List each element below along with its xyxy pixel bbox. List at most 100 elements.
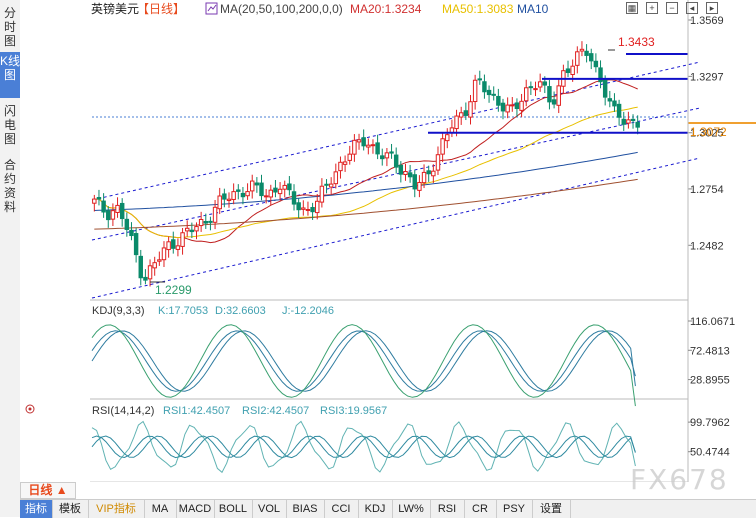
candle-down	[324, 183, 329, 186]
right-arrow-icon[interactable]: ▸	[706, 2, 718, 14]
indicator-tab[interactable]: VIP指标	[88, 500, 145, 518]
rsi-rsi3-line	[91, 420, 636, 474]
candle-up	[245, 191, 250, 197]
candle-down	[398, 164, 404, 175]
indicator-tab[interactable]: CCI	[324, 500, 359, 518]
rsi1-value: RSI1:42.4507	[163, 405, 230, 417]
ma-label: MA(20,50,100,200,0,0)	[220, 2, 343, 16]
tab-lightning-chart[interactable]: 闪电图	[0, 102, 20, 148]
candle-down	[203, 221, 209, 224]
indicator-tab[interactable]: CR	[464, 500, 497, 518]
candle-up	[356, 139, 362, 143]
kdj-label: KDJ(9,3,3)	[92, 305, 145, 317]
tab-time-chart[interactable]: 分时图	[0, 4, 20, 48]
candle-up	[166, 241, 171, 251]
indicator-tab[interactable]: BOLL	[214, 500, 253, 518]
y-tick-label: 1.3569	[690, 15, 724, 27]
zoom-out-icon[interactable]: −	[666, 2, 678, 14]
candle-down	[222, 193, 227, 200]
candle-down	[412, 174, 417, 190]
candle-down	[124, 218, 130, 230]
indicator-tab[interactable]: BIAS	[286, 500, 325, 518]
ma50-line	[94, 106, 638, 239]
rsi2-value: RSI2:42.4507	[242, 405, 309, 417]
candle-down	[426, 170, 431, 175]
candle-up	[147, 265, 153, 280]
zoom-in-icon[interactable]: +	[646, 2, 658, 14]
candle-up	[194, 226, 199, 232]
candle-up	[277, 188, 283, 195]
candle-up	[333, 171, 339, 185]
rsi-plot: 99.7962 50.4744	[91, 417, 730, 474]
indicator-tab[interactable]: LW%	[392, 500, 431, 518]
candle-up	[226, 198, 232, 202]
ma20-line	[94, 79, 638, 244]
tab-time-chart-label: 分时图	[3, 6, 16, 48]
rsi-y-tick-label: 50.4744	[690, 447, 730, 459]
candle-up	[570, 65, 575, 75]
candle-down	[119, 202, 125, 220]
last-price-axis-marker	[688, 122, 756, 125]
indicator-tab[interactable]: RSI	[430, 500, 465, 518]
indicator-tab[interactable]: MACD	[176, 500, 215, 518]
tab-contract-info[interactable]: 合约资料	[0, 156, 20, 216]
candle-up	[435, 154, 441, 171]
tab-kline-chart[interactable]: K线图	[0, 52, 20, 98]
candle-down	[96, 197, 102, 200]
tab-kline-chart-label: K线图	[0, 54, 21, 82]
y-tick-label: 1.3297	[690, 71, 724, 83]
candle-up	[579, 48, 585, 52]
candle-down	[361, 137, 366, 147]
candle-up	[180, 232, 185, 247]
tab-lightning-chart-label: 闪电图	[3, 104, 16, 146]
candle-up	[523, 87, 529, 102]
kdj-plot: 116.0671 72.4813 28.8955	[91, 316, 735, 407]
indicator-tab[interactable]: KDJ	[358, 500, 393, 518]
candle-up	[342, 161, 348, 165]
indicator-tab[interactable]: MA	[144, 500, 177, 518]
candle-up	[440, 138, 445, 155]
candle-down	[236, 189, 241, 192]
trend-channel-line	[91, 157, 701, 299]
indicator-tab[interactable]: 模板	[52, 500, 89, 518]
candle-up	[263, 195, 269, 198]
candle-down	[407, 172, 413, 178]
period-dropdown[interactable]: 日线 ▲	[20, 482, 76, 499]
indicator-tab[interactable]: PSY	[496, 500, 533, 518]
candle-down	[463, 110, 469, 116]
candle-down	[101, 200, 106, 213]
candle-up	[370, 144, 376, 147]
ma100-line	[94, 151, 638, 211]
candle-down	[500, 102, 506, 112]
candle-up	[454, 115, 459, 130]
left-arrow-icon[interactable]: ◂	[686, 2, 698, 14]
candle-up	[152, 262, 157, 269]
period-label: 【日线】	[137, 2, 185, 16]
candle-up	[217, 195, 222, 210]
indicator-tab[interactable]: 设置	[532, 500, 571, 518]
candle-up	[505, 104, 510, 113]
candle-down	[482, 81, 487, 93]
grid-icon[interactable]: ▦	[626, 2, 638, 14]
candle-down	[589, 53, 594, 62]
candle-down	[602, 79, 608, 98]
candle-up	[384, 152, 390, 159]
candle-down	[547, 86, 552, 103]
tab-contract-info-label: 合约资料	[3, 158, 16, 214]
rsi-settings-icon[interactable]	[25, 404, 35, 414]
candle-down	[486, 89, 492, 96]
indicator-tab[interactable]: VOL	[252, 500, 287, 518]
indicator-tab[interactable]: 指标	[20, 500, 53, 518]
candle-up	[472, 79, 478, 103]
candle-up	[366, 144, 371, 148]
main-price-plot: 1.3433 1.2299 1.3072	[91, 35, 756, 299]
chart-area[interactable]: 英镑美元 【日线】 MA(20,50,100,200,0,0) MA20:1.3…	[20, 0, 756, 482]
candle-up	[305, 209, 311, 212]
ma10-value: MA10	[517, 2, 549, 16]
ma-settings-icon[interactable]	[205, 2, 218, 15]
candle-up	[556, 85, 561, 106]
candle-down	[287, 183, 292, 191]
candle-down	[310, 207, 315, 213]
left-sidebar: 分时图 K线图 闪电图 合约资料	[0, 0, 21, 517]
candle-up	[575, 51, 580, 66]
